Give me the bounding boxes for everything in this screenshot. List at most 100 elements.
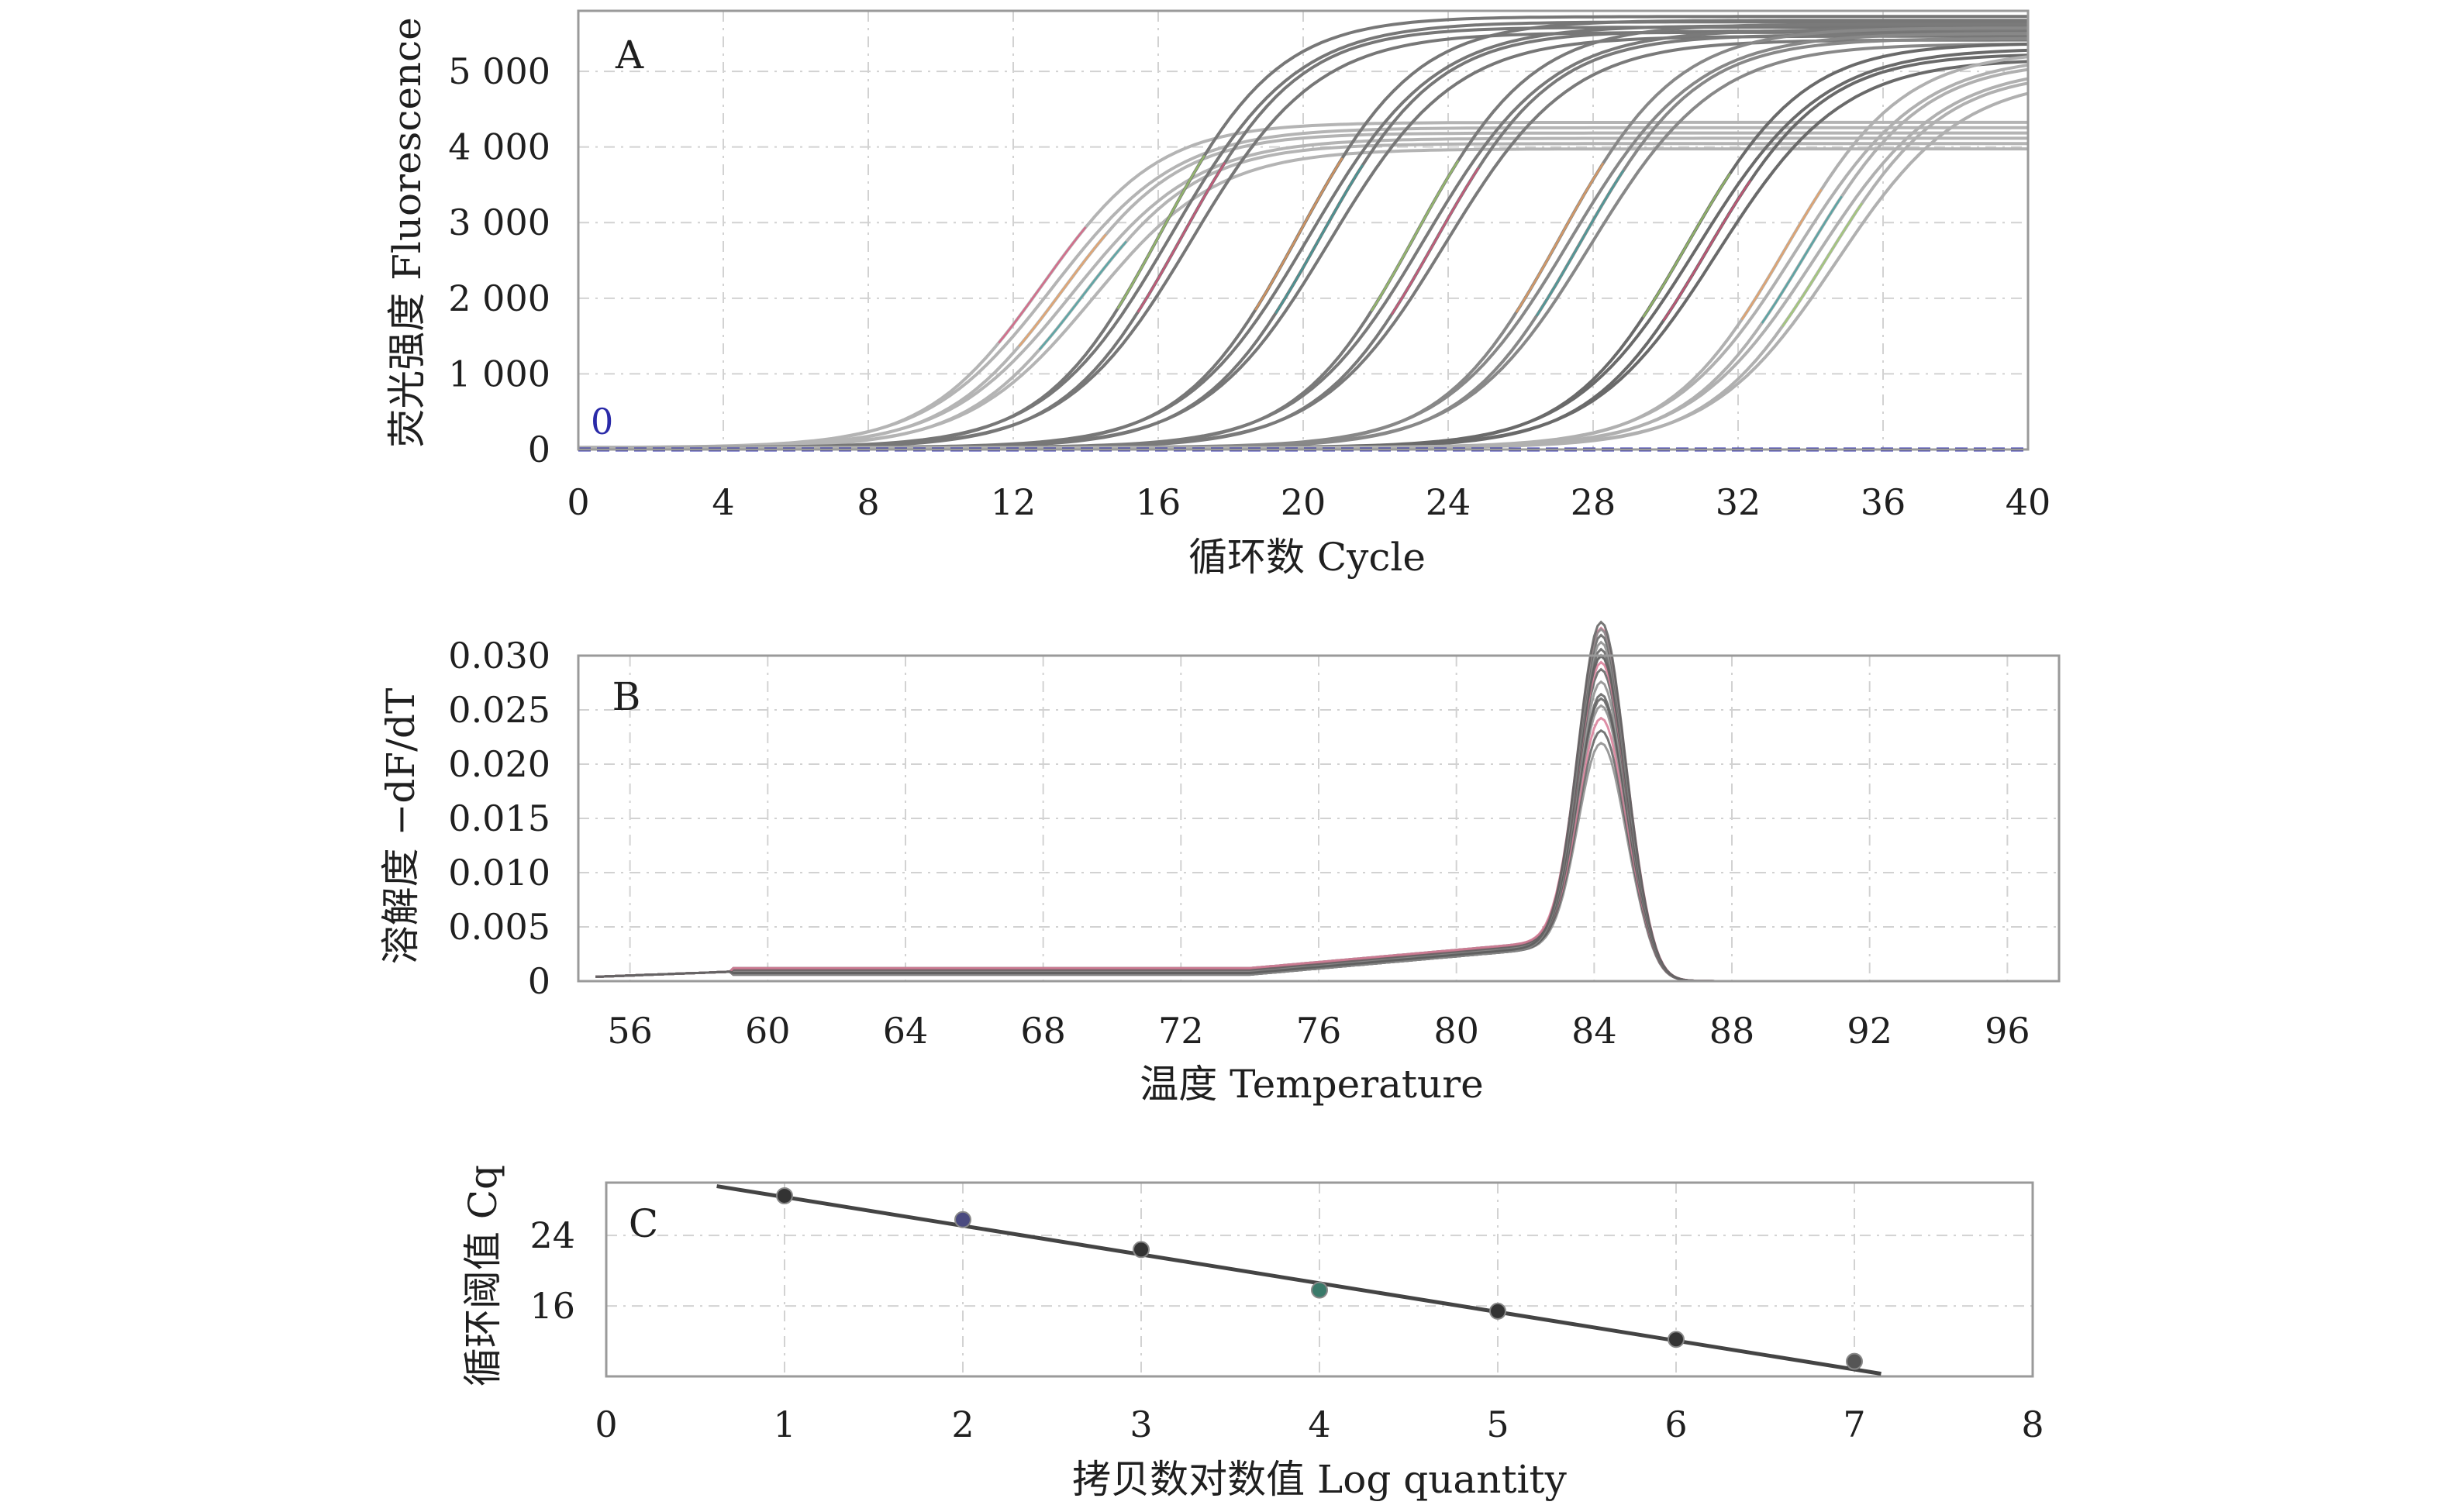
amplification-curve bbox=[578, 91, 2029, 449]
panel-c-x-axis-title: 拷贝数对数值 Log quantity bbox=[1072, 1457, 1567, 1502]
panel-a-y-tick-label: 3 000 bbox=[448, 201, 550, 243]
panel-a-x-tick-label: 16 bbox=[1136, 481, 1181, 523]
panel-a-x-tick-label: 4 bbox=[712, 481, 734, 523]
amplification-curve-highlight bbox=[1740, 188, 1823, 321]
panel-b-frame bbox=[577, 654, 2061, 983]
amplification-curve bbox=[578, 147, 2028, 449]
amplification-curve-highlight bbox=[1274, 164, 1364, 315]
melt-curve bbox=[595, 680, 2042, 983]
panel-b-y-tick-label: 0.010 bbox=[448, 852, 550, 894]
panel-c-x-tick-label: 0 bbox=[595, 1404, 617, 1445]
data-point bbox=[776, 1187, 793, 1205]
data-point bbox=[1668, 1331, 1685, 1348]
amplification-curve-highlight bbox=[1781, 202, 1863, 328]
amplification-curve-highlight bbox=[1254, 157, 1343, 311]
panel-c-data-points bbox=[776, 1187, 1863, 1370]
panel-a-fluorescence-chart: 0 0 4 8 12 16 20 24 28 32 36 40 0 1 000 2 000 3 000 4 … bbox=[385, 9, 2051, 580]
panel-c-x-tick-label: 2 bbox=[951, 1404, 974, 1445]
panel-c-x-tick-label: 1 bbox=[773, 1404, 795, 1445]
panel-b-y-tick-label: 0.005 bbox=[448, 906, 550, 948]
panel-a-x-axis-title: 循环数 Cycle bbox=[1188, 535, 1426, 580]
amplification-curve-highlight bbox=[1662, 180, 1751, 322]
panel-a-x-tick-label: 12 bbox=[991, 481, 1036, 523]
panel-b-grid bbox=[578, 656, 2059, 981]
panel-b-x-tick-label: 64 bbox=[883, 1010, 929, 1052]
panel-a-x-tick-label: 40 bbox=[2006, 481, 2051, 523]
amplification-curve bbox=[578, 136, 2028, 449]
data-point bbox=[954, 1211, 971, 1228]
panel-b-x-tick-label: 96 bbox=[1985, 1010, 2030, 1052]
panel-a-frame bbox=[577, 9, 2030, 451]
amplification-curve-highlight bbox=[998, 226, 1087, 344]
panel-b-melt-curve-chart: 56 60 64 68 72 76 80 84 88 92 96 00.0050.0100.0150… bbox=[378, 620, 2061, 1107]
panel-a-threshold-label: 0 bbox=[591, 401, 613, 443]
panel-b-x-tick-label: 76 bbox=[1296, 1010, 1342, 1052]
amplification-curve-highlight bbox=[1116, 154, 1205, 310]
panel-c-x-tick-label: 8 bbox=[2021, 1404, 2044, 1445]
panel-c-grid bbox=[606, 1183, 2033, 1376]
amplification-curve-highlight bbox=[1136, 162, 1226, 313]
panel-b-x-tick-label: 68 bbox=[1020, 1010, 1066, 1052]
amplification-curve-highlight bbox=[1515, 162, 1605, 313]
amplification-curve-highlight bbox=[1018, 233, 1107, 347]
panel-c-x-tick-label: 4 bbox=[1308, 1404, 1330, 1445]
panel-a-x-tick-label: 36 bbox=[1861, 481, 1906, 523]
panel-c-y-tick-label: 16 bbox=[529, 1285, 575, 1327]
panel-a-y-tick-label: 2 000 bbox=[448, 277, 550, 319]
panel-b-x-tick-label: 84 bbox=[1571, 1010, 1617, 1052]
panel-a-y-tick-label: 4 000 bbox=[448, 126, 550, 168]
melt-curve bbox=[595, 626, 2042, 983]
panel-a-y-axis-title: 荧光强度 Fluorescence bbox=[385, 17, 429, 447]
panel-b-x-tick-label: 92 bbox=[1847, 1010, 1892, 1052]
panel-a-x-tick-label: 32 bbox=[1716, 481, 1761, 523]
panel-b-x-tick-label: 80 bbox=[1433, 1010, 1479, 1052]
panel-a-y-tick-labels: 0 1 000 2 000 3 000 4 000 5 000 bbox=[448, 50, 550, 470]
amplification-curve-highlight bbox=[1761, 195, 1843, 324]
panel-b-y-tick-label: 0.025 bbox=[448, 689, 550, 731]
panel-b-y-tick-label: 0.030 bbox=[448, 635, 550, 677]
data-point bbox=[1489, 1302, 1506, 1320]
panel-a-x-tick-label: 28 bbox=[1571, 481, 1616, 523]
panel-b-y-tick-label: 0.015 bbox=[448, 797, 550, 839]
panel-c-x-tick-label: 6 bbox=[1664, 1404, 1687, 1445]
panel-a-amplification-curves bbox=[578, 15, 2029, 449]
panel-a-letter: A bbox=[615, 33, 644, 77]
panel-a-x-tick-label: 0 bbox=[567, 481, 589, 523]
panel-c-frame bbox=[605, 1181, 2034, 1378]
panel-b-letter: B bbox=[612, 674, 641, 719]
panel-b-y-tick-label: 0 bbox=[528, 960, 550, 1002]
panel-a-x-tick-label: 8 bbox=[857, 481, 879, 523]
panel-b-x-tick-label: 72 bbox=[1158, 1010, 1204, 1052]
panel-c-fit-line bbox=[716, 1184, 1882, 1376]
data-point bbox=[1311, 1281, 1328, 1299]
panel-b-x-tick-label: 56 bbox=[607, 1010, 653, 1052]
amplification-curve-highlight bbox=[1642, 173, 1731, 319]
panel-c-letter: C bbox=[629, 1201, 658, 1246]
amplification-curve-highlight bbox=[1391, 167, 1480, 315]
amplification-curve-highlight bbox=[1038, 240, 1127, 351]
panel-c-x-tick-labels: 0 1 2 3 4 5 6 7 8 bbox=[595, 1404, 2044, 1445]
panel-a-x-tick-label: 24 bbox=[1426, 481, 1471, 523]
panel-b-x-axis-title: 温度 Temperature bbox=[1140, 1062, 1483, 1107]
panel-c-y-axis-title: 循环阈值 Cq bbox=[460, 1165, 505, 1386]
panel-b-y-axis-title: 溶解度 −dF/dT bbox=[378, 688, 423, 965]
panel-b-y-tick-label: 0.020 bbox=[448, 743, 550, 785]
panel-a-x-tick-labels: 0 4 8 12 16 20 24 28 32 36 40 bbox=[567, 481, 2051, 523]
panel-c-x-tick-label: 3 bbox=[1130, 1404, 1152, 1445]
amplification-curve-highlight bbox=[1536, 170, 1625, 317]
panel-c-x-tick-label: 7 bbox=[1843, 1404, 1865, 1445]
panel-a-y-tick-label: 5 000 bbox=[448, 50, 550, 92]
amplification-curve bbox=[578, 126, 2028, 449]
panel-b-x-tick-labels: 56 60 64 68 72 76 80 84 88 92 96 bbox=[607, 1010, 2030, 1052]
panel-a-x-tick-label: 20 bbox=[1281, 481, 1326, 523]
panel-b-x-tick-label: 60 bbox=[745, 1010, 791, 1052]
panel-a-y-tick-label: 1 000 bbox=[448, 353, 550, 394]
panel-a-y-tick-label: 0 bbox=[528, 429, 550, 470]
data-point bbox=[1133, 1241, 1150, 1259]
panel-b-y-tick-labels: 0 0.005 0.010 0.015 0.020 0.025 0.030 bbox=[448, 635, 550, 1002]
data-point bbox=[1846, 1352, 1863, 1370]
panel-b-x-tick-label: 88 bbox=[1709, 1010, 1755, 1052]
